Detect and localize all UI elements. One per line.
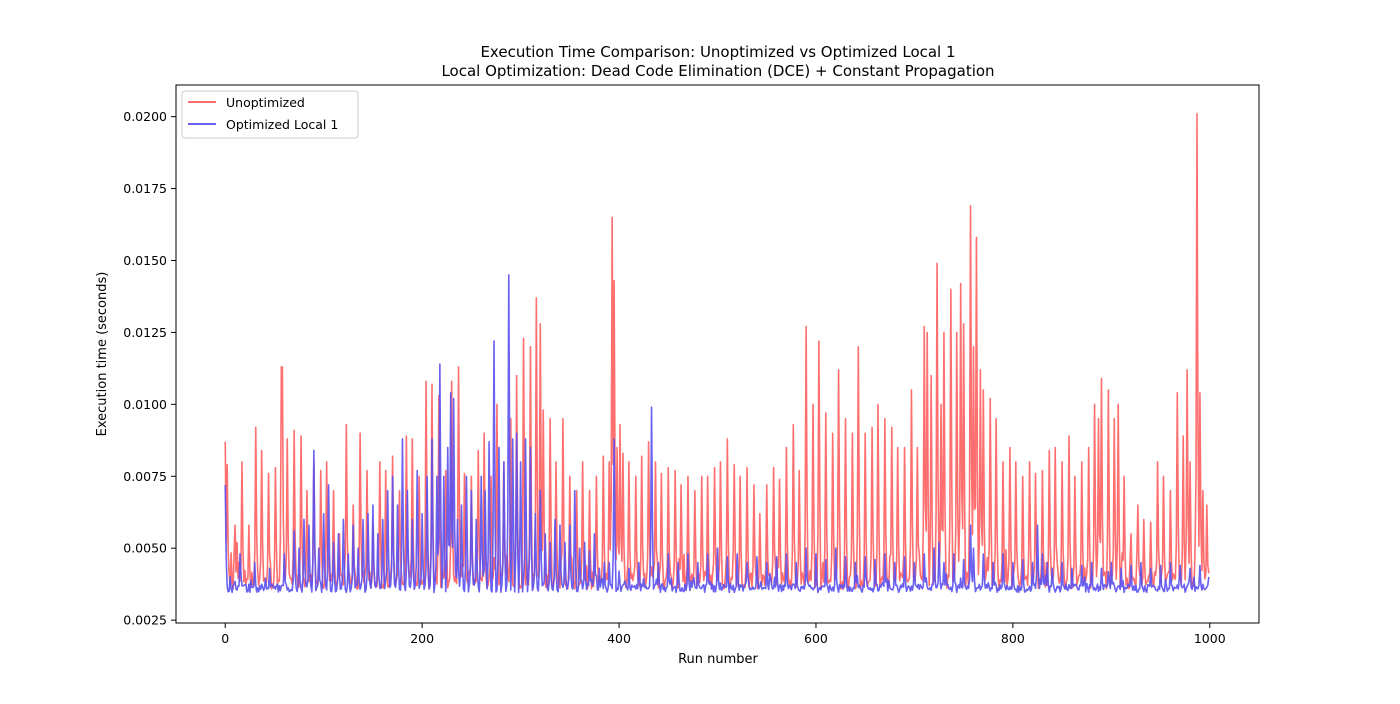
legend: Unoptimized Optimized Local 1 (181, 90, 359, 139)
series-line-optimized-local-1 (224, 274, 1210, 594)
series-layer (224, 112, 1210, 594)
x-axis: 0 200 400 600 800 1000 (221, 623, 1226, 646)
y-axis-label: Execution time (seconds) (95, 272, 110, 437)
chart-subtitle: Local Optimization: Dead Code Eliminatio… (441, 62, 994, 80)
y-axis: 0.0025 0.0050 0.0075 0.0100 0.0125 0.0150 0.01… (123, 109, 176, 628)
x-tick-label: 200 (410, 631, 434, 646)
y-tick-label: 0.0075 (123, 469, 167, 484)
legend-label-unoptimized: Unoptimized (226, 95, 305, 110)
plot-area-frame (175, 84, 1260, 624)
x-axis-label: Run number (678, 652, 758, 667)
x-tick-label: 1000 (1194, 631, 1226, 646)
x-tick-label: 0 (221, 631, 229, 646)
x-tick-label: 400 (607, 631, 631, 646)
x-tick-label: 600 (804, 631, 828, 646)
y-tick-label: 0.0150 (123, 253, 167, 268)
y-tick-label: 0.0200 (123, 109, 167, 124)
legend-label-optimized-local-1: Optimized Local 1 (226, 117, 338, 132)
legend-frame (181, 90, 359, 139)
y-tick-label: 0.0175 (123, 181, 167, 196)
y-tick-label: 0.0025 (123, 613, 167, 628)
y-tick-label: 0.0050 (123, 541, 167, 556)
chart-title: Execution Time Comparison: Unoptimized v… (480, 43, 955, 61)
x-tick-label: 800 (1001, 631, 1025, 646)
y-tick-label: 0.0125 (123, 325, 167, 340)
y-tick-label: 0.0100 (123, 397, 167, 412)
